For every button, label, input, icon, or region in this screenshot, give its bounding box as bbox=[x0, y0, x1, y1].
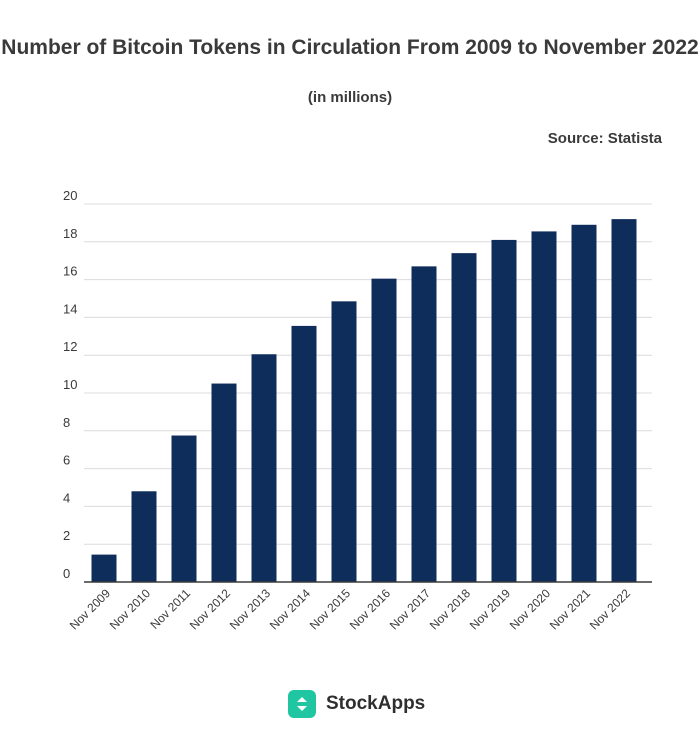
bar bbox=[491, 239, 517, 582]
bar bbox=[131, 491, 157, 582]
y-tick-label: 18 bbox=[63, 226, 77, 241]
chart-title: Number of Bitcoin Tokens in Circulation … bbox=[1, 36, 699, 59]
bar bbox=[171, 435, 197, 582]
y-tick-label: 14 bbox=[63, 301, 77, 316]
chart-subtitle: (in millions) bbox=[307, 89, 393, 106]
y-tick-label: 0 bbox=[63, 566, 70, 581]
x-tick-label: Nov 2020 bbox=[507, 586, 553, 632]
y-tick-label: 6 bbox=[63, 453, 70, 468]
x-tick-label: Nov 2017 bbox=[387, 586, 433, 632]
y-tick-label: 20 bbox=[63, 188, 77, 203]
bar bbox=[371, 278, 397, 582]
x-tick-label: Nov 2012 bbox=[187, 586, 233, 632]
x-tick-label: Nov 2011 bbox=[148, 586, 194, 632]
bar bbox=[331, 301, 357, 582]
x-tick-label: Nov 2014 bbox=[267, 586, 313, 632]
x-tick-label: Nov 2010 bbox=[107, 586, 153, 632]
y-tick-label: 2 bbox=[63, 528, 70, 543]
brand-footer: StockApps bbox=[288, 689, 425, 719]
bar bbox=[531, 231, 557, 582]
x-tick-label: Nov 2016 bbox=[347, 586, 393, 632]
bar bbox=[611, 219, 637, 582]
bar bbox=[451, 253, 477, 582]
x-tick-label: Nov 2022 bbox=[587, 586, 633, 632]
bar bbox=[411, 266, 437, 582]
chart-source: Source: Statista bbox=[547, 130, 662, 147]
bar bbox=[291, 325, 317, 582]
x-tick-label: Nov 2019 bbox=[467, 586, 513, 632]
x-tick-label: Nov 2009 bbox=[67, 586, 113, 632]
stockapps-logo-icon bbox=[288, 690, 316, 718]
bar bbox=[211, 383, 237, 582]
y-tick-label: 10 bbox=[63, 377, 77, 392]
bar bbox=[251, 354, 277, 582]
bar bbox=[571, 224, 597, 583]
y-tick-label: 8 bbox=[63, 415, 70, 430]
brand-name: StockApps bbox=[326, 693, 426, 714]
bar bbox=[91, 554, 117, 582]
y-tick-label: 12 bbox=[63, 339, 77, 354]
x-tick-label: Nov 2018 bbox=[427, 586, 473, 632]
y-tick-label: 16 bbox=[63, 264, 77, 279]
x-tick-label: Nov 2015 bbox=[307, 586, 353, 632]
y-tick-label: 4 bbox=[63, 490, 70, 505]
x-tick-label: Nov 2021 bbox=[547, 586, 593, 632]
x-tick-label: Nov 2013 bbox=[227, 586, 273, 632]
